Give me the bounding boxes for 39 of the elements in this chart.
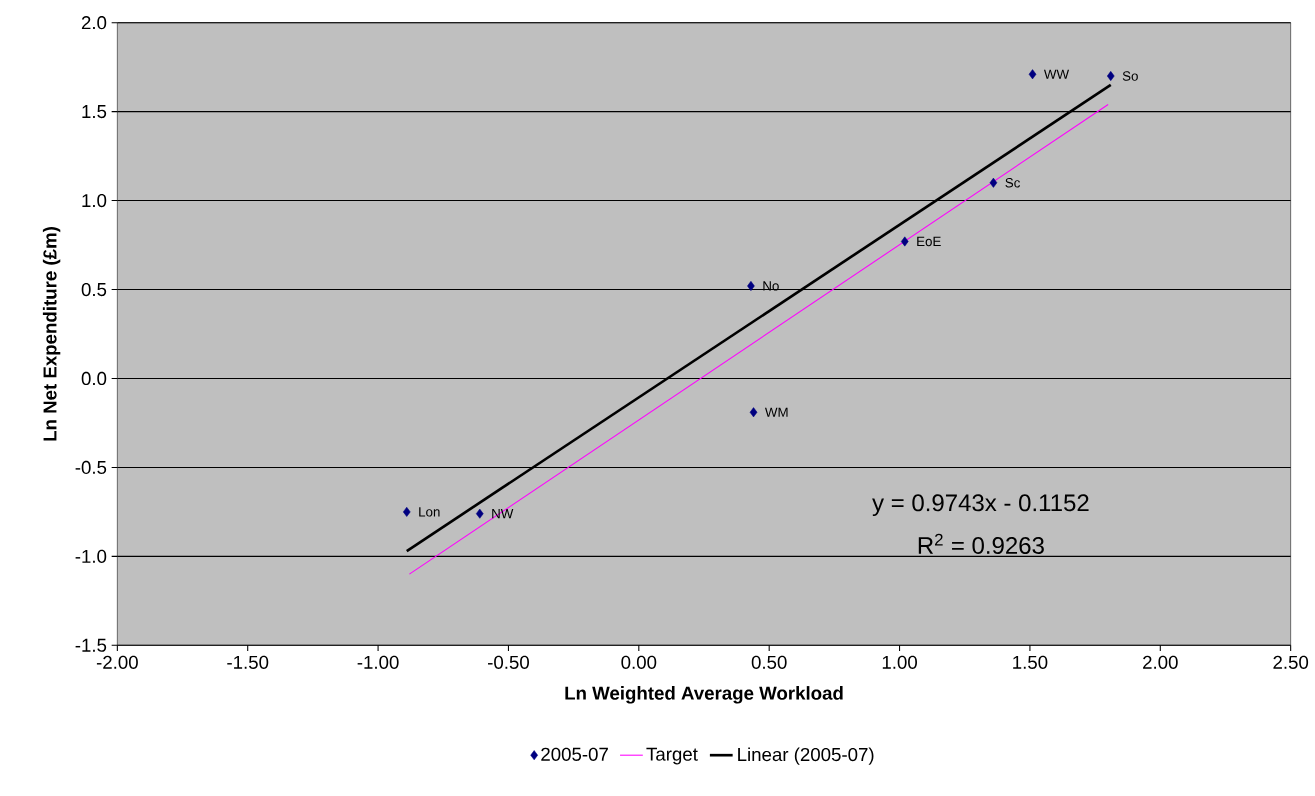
y-tick-label: -1.5 <box>75 638 107 652</box>
point <box>1106 71 1115 81</box>
y-tick-label: 1.0 <box>82 193 107 208</box>
x-axis-title: Ln Weighted Average Workload <box>565 686 843 704</box>
legend-label: Linear (2005-07) <box>738 747 874 765</box>
y-tick-label: 0.0 <box>81 371 107 386</box>
annotation: Sc <box>1005 178 1021 188</box>
x-tick-label: 0.00 <box>621 655 657 669</box>
x-tick-label: -1.00 <box>357 655 399 669</box>
x-tick-label: -1.50 <box>227 655 269 669</box>
annotation: y = 0.9743x - 0.1152 <box>872 494 1089 517</box>
y-tick-label: -1.0 <box>75 549 107 563</box>
point <box>989 177 998 188</box>
point <box>476 508 484 519</box>
point <box>901 236 909 247</box>
annotation: WM <box>764 407 788 417</box>
annotation: WW <box>1043 69 1070 79</box>
x-tick-label: 2.00 <box>1143 655 1178 669</box>
y-tick-label: -0.5 <box>75 460 107 475</box>
x-tick-label: 0.50 <box>751 655 787 669</box>
point <box>402 506 411 517</box>
point <box>1028 69 1037 80</box>
x-tick-label: -0.50 <box>488 655 529 669</box>
x-tick-label: -2.00 <box>96 655 138 669</box>
annotation: EoE <box>917 236 941 247</box>
x-tick-label: 2.50 <box>1273 655 1309 669</box>
x-tick-label: 1.00 <box>882 655 917 669</box>
annotation: So <box>1122 71 1138 81</box>
legend-label: Target <box>646 747 698 765</box>
point <box>749 407 758 418</box>
x-tick-label: 1.50 <box>1013 655 1048 669</box>
annotation: R$^{2}$ = 0.9263 <box>918 533 1044 554</box>
y-axis-title: Ln Net Expenditure (£m) <box>42 227 61 441</box>
y-tick-label: 2.0 <box>81 16 107 30</box>
y-tick-label: 0.5 <box>81 282 107 297</box>
legend-label: 2005-07 <box>541 747 608 761</box>
point <box>747 281 755 291</box>
y-tick-label: 1.5 <box>82 105 107 119</box>
annotation: Lon <box>419 507 440 517</box>
